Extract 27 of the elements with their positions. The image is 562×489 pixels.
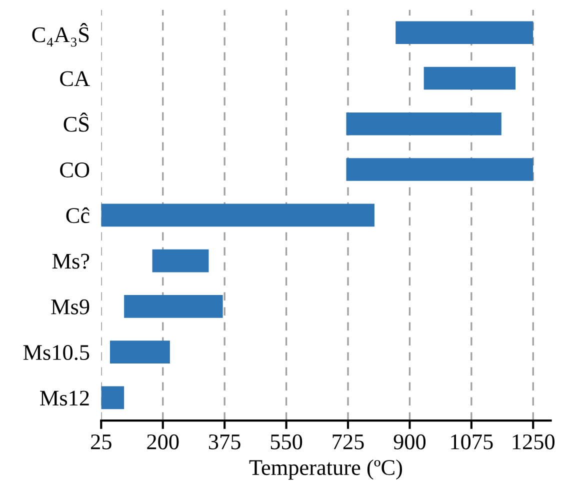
y-tick-label: CŜ [64,112,89,132]
x-tick-label: 900 [394,434,426,450]
y-tick-label: CO [60,162,90,178]
bar [101,386,124,410]
y-tick-label: Cĉ [66,207,90,224]
x-tick-label: 200 [147,434,179,450]
bar [424,66,516,90]
y-tick-label: Ms? [52,254,90,269]
y-tick-label: Ms10.5 [23,345,90,360]
y-tick-label: Ms9 [51,299,90,314]
x-tick-label: 375 [208,434,240,450]
x-axis-title: Temperature (ºC) [249,459,402,480]
x-tick-label: 550 [270,434,302,450]
bar [124,295,223,318]
bar [346,112,502,136]
bar [110,340,170,364]
x-tick-label: 1075 [451,434,493,450]
x-tick-label: 1250 [512,434,555,450]
x-tick-label: 725 [332,434,364,450]
x-tick-label: 25 [91,434,112,450]
y-tick-label: C₄A₃Ŝ [32,23,89,47]
bar [346,158,534,181]
bar [152,249,209,272]
bar [101,204,374,227]
y-tick-label: Ms12 [40,390,89,406]
bar [396,21,534,44]
y-tick-label: CA [60,71,90,86]
